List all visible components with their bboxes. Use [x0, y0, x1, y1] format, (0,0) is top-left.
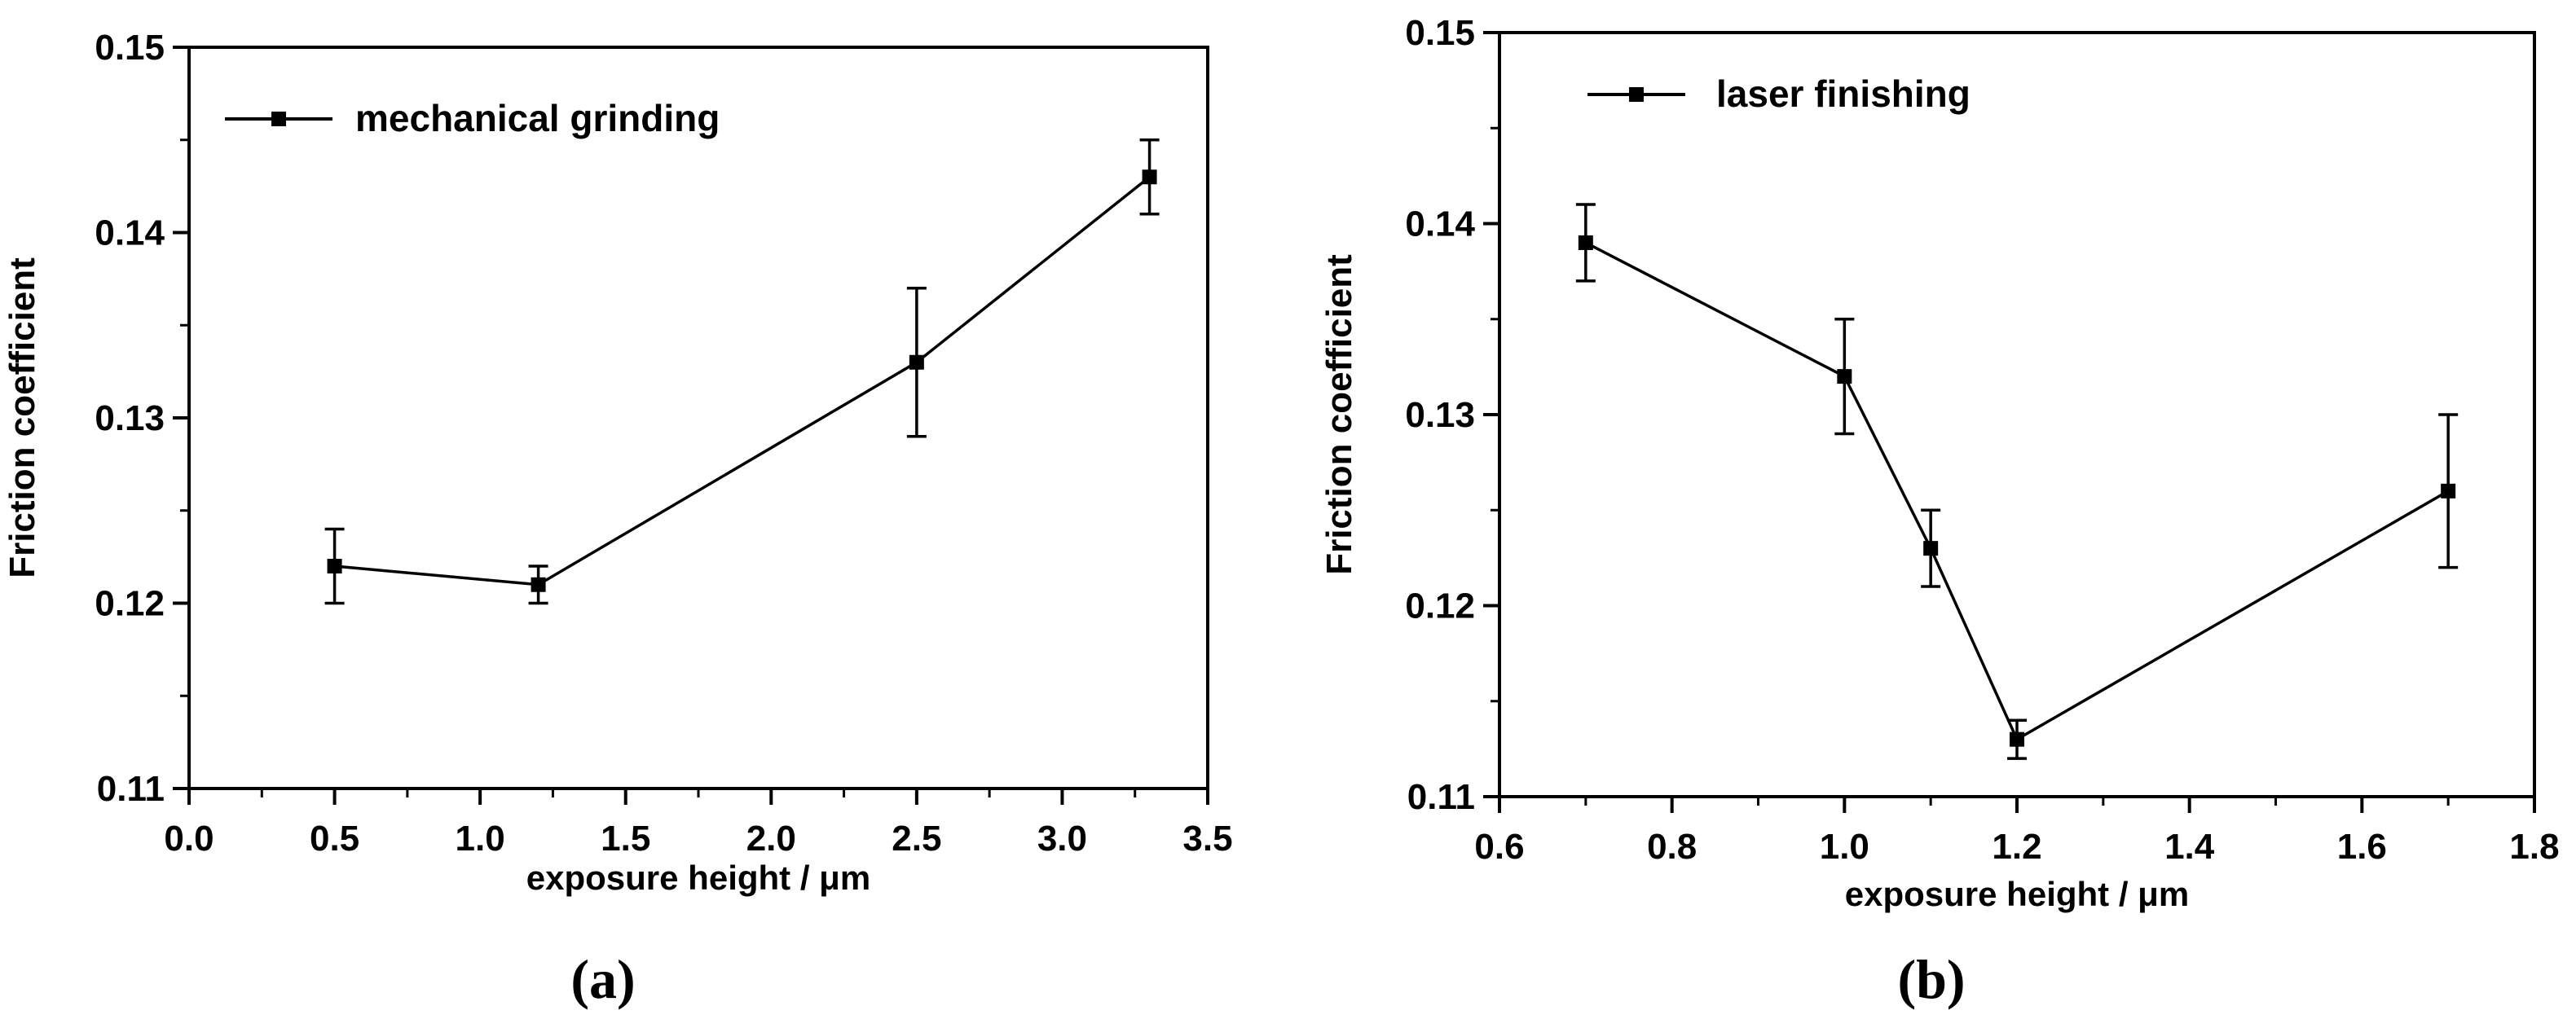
y-axis-label: Friction coefficient [2, 257, 42, 578]
x-tick-label: 0.6 [1474, 827, 1524, 867]
x-tick-label: 0.5 [310, 819, 359, 859]
x-tick-label: 2.5 [892, 819, 941, 859]
legend-marker [271, 112, 286, 126]
x-tick-label: 1.5 [601, 819, 650, 859]
data-point [327, 559, 342, 573]
data-point [2441, 483, 2456, 499]
x-tick-label: 1.0 [456, 819, 505, 859]
data-point [1837, 369, 1852, 384]
chart-panel-b: 0.6 0.8 1.0 1.2 1.4 1.6 1.8 0.11 0.12 0.13 0.14 0.1… [1319, 13, 2560, 913]
x-tick-label: 1.6 [2337, 827, 2387, 867]
legend-marker [1629, 87, 1644, 102]
x-tick-label: 3.5 [1182, 819, 1232, 859]
y-tick-label: 0.12 [1405, 586, 1475, 626]
x-tick-label: 0.8 [1647, 827, 1697, 867]
x-tick-label: 3.0 [1037, 819, 1087, 859]
y-tick-label: 0.14 [95, 213, 165, 253]
legend-label: mechanical grinding [355, 97, 720, 139]
x-tick-label: 1.8 [2509, 827, 2559, 867]
y-axis-label: Friction coefficient [1319, 254, 1359, 575]
y-tick-label: 0.15 [95, 28, 165, 68]
x-axis-label: exposure height / μm [1845, 875, 2189, 913]
data-point [531, 577, 546, 592]
x-tick-label: 2.0 [746, 819, 796, 859]
panel-label-b: (b) [1897, 948, 1965, 1010]
chart-panel-a: 0.0 0.5 1.0 1.5 2.0 2.5 3.0 3.5 0.11 0.12 0.13 0.14… [2, 28, 1233, 897]
x-tick-label: 1.0 [1820, 827, 1869, 867]
series-line [334, 175, 1151, 586]
data-point [1578, 235, 1593, 250]
data-point [1923, 541, 1939, 556]
y-tick-label: 0.11 [97, 769, 165, 809]
y-tick-label: 0.13 [95, 398, 165, 438]
y-tick-label: 0.12 [95, 584, 165, 624]
panel-label-a: (a) [570, 948, 635, 1010]
x-tick-label: 0.0 [164, 819, 214, 859]
x-tick-label: 1.2 [1992, 827, 2041, 867]
data-point [1142, 169, 1157, 185]
y-tick-label: 0.15 [1405, 13, 1475, 53]
y-tick-label: 0.14 [1405, 204, 1475, 244]
x-axis-label: exposure height / μm [526, 859, 870, 897]
data-point [2010, 731, 2024, 747]
legend-label: laser finishing [1716, 72, 1971, 115]
x-tick-label: 1.4 [2164, 827, 2215, 867]
data-point [909, 354, 924, 370]
y-tick-label: 0.13 [1405, 395, 1475, 435]
y-tick-label: 0.11 [1407, 777, 1475, 817]
